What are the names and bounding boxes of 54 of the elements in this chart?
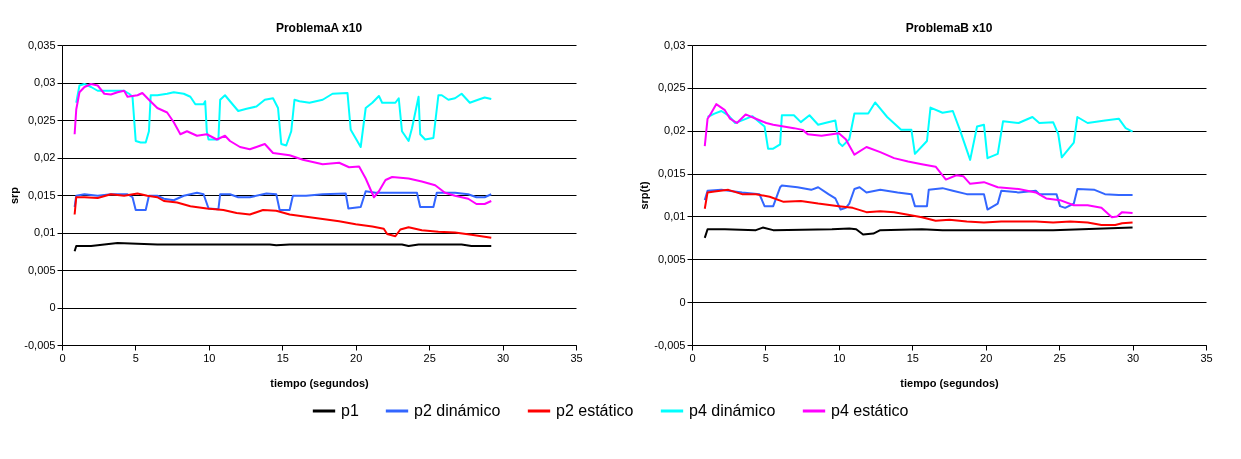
line-series — [706, 101, 1134, 161]
x-tick-label: 5 — [762, 351, 769, 364]
legend-label: p1 — [341, 402, 359, 419]
y-tick-label: -0,005 — [24, 338, 56, 351]
y-tick-label: 0,035 — [27, 38, 56, 51]
x-tick-label: 20 — [350, 351, 363, 364]
y-tick-label: -0,005 — [654, 338, 686, 351]
line-series — [703, 188, 1134, 226]
x-tick-label: 35 — [570, 351, 583, 364]
chart-title: ProblemaB x10 — [905, 21, 993, 35]
x-tick-label: 15 — [276, 351, 289, 364]
legend-label: p2 estático — [556, 402, 634, 419]
y-tick-label: 0,005 — [27, 263, 56, 276]
line-series — [703, 184, 1134, 211]
x-tick-label: 30 — [496, 351, 510, 364]
x-tick-label: 30 — [1126, 351, 1140, 364]
y-tick-label: 0,02 — [34, 151, 56, 163]
x-tick-label: 20 — [980, 351, 993, 364]
x-tick-label: 5 — [132, 351, 139, 364]
x-tick-label: 10 — [833, 351, 846, 364]
y-tick-label: 0,03 — [34, 76, 56, 88]
line-series — [73, 83, 493, 205]
legend-label: p4 dinámico — [689, 402, 776, 419]
line-series — [703, 226, 1134, 239]
x-tick-label: 15 — [906, 351, 919, 364]
chart-title: ProblemaA x10 — [275, 21, 363, 35]
x-tick-label: 25 — [1053, 351, 1066, 364]
x-tick-label: 25 — [423, 351, 436, 364]
y-tick-label: 0,005 — [657, 252, 686, 265]
y-tick-label: 0,025 — [657, 81, 686, 94]
x-tick-label: 0 — [689, 351, 696, 364]
y-tick-label: 0,01 — [34, 226, 56, 238]
x-tick-label: 0 — [59, 351, 66, 364]
legend-label: p2 dinámico — [414, 402, 501, 419]
legend-label: p4 estático — [831, 402, 909, 419]
x-axis-title: tiempo (segundos) — [270, 376, 370, 389]
x-axis-title: tiempo (segundos) — [900, 376, 1000, 389]
x-tick-label: 35 — [1200, 351, 1213, 364]
line-series — [73, 242, 493, 253]
line-series — [75, 83, 493, 148]
y-tick-label: 0 — [49, 301, 56, 313]
y-tick-label: 0,03 — [664, 38, 686, 51]
line-series — [73, 192, 493, 239]
y-axis-title: srp(t) — [638, 181, 651, 210]
y-tick-label: 0,01 — [664, 209, 686, 222]
line-series — [73, 190, 493, 211]
y-tick-label: 0,025 — [27, 113, 56, 126]
x-tick-label: 10 — [203, 351, 216, 364]
y-tick-label: 0,015 — [27, 188, 56, 201]
y-tick-label: 0,02 — [664, 124, 686, 137]
line-series — [703, 103, 1134, 219]
y-tick-label: 0,015 — [657, 167, 686, 180]
y-axis-title: srp — [8, 186, 21, 205]
y-tick-label: 0 — [679, 295, 686, 308]
